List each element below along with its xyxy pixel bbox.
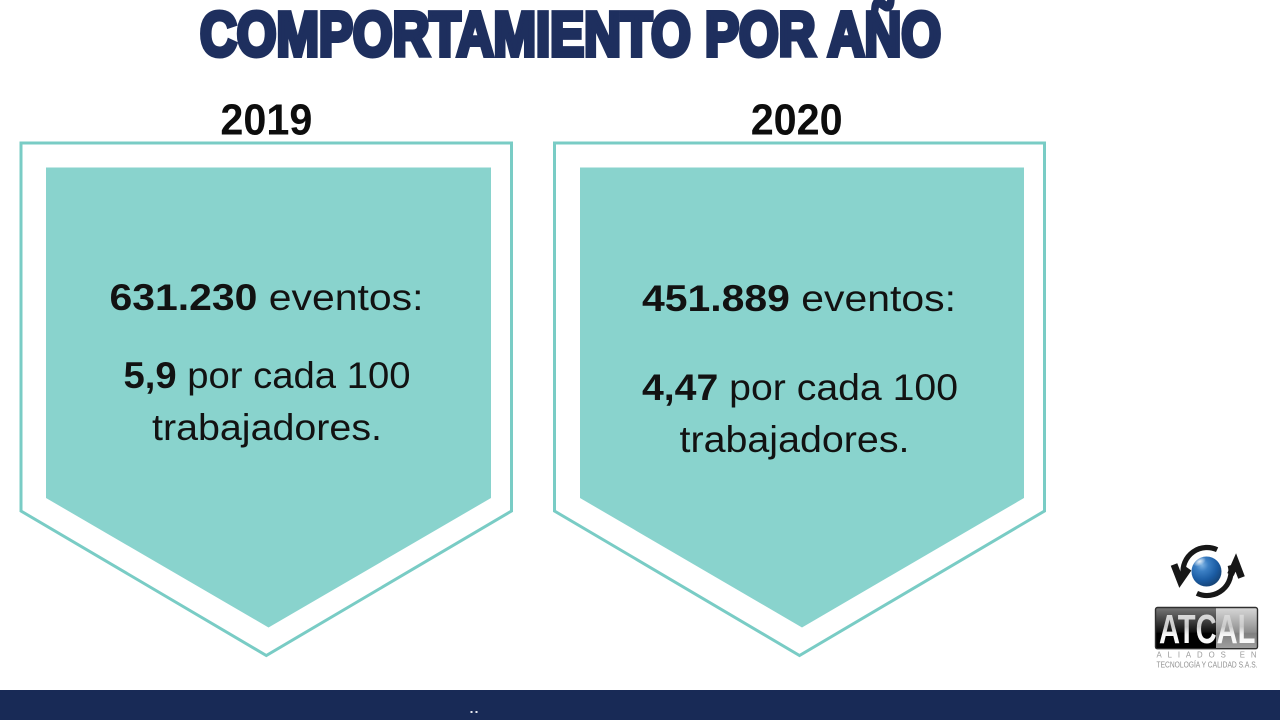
svg-text:TECNOLOGÍA Y CALIDAD S.A.S.: TECNOLOGÍA Y CALIDAD S.A.S.: [1157, 661, 1258, 670]
svg-text:2019: 2019: [220, 96, 312, 145]
svg-text:trabajadores.: trabajadores.: [680, 418, 910, 460]
svg-text:451.889 eventos:: 451.889 eventos:: [642, 277, 956, 319]
svg-text:5,9 por cada 100: 5,9 por cada 100: [124, 354, 411, 396]
svg-text:631.230 eventos:: 631.230 eventos:: [110, 276, 424, 318]
svg-text:COMPORTAMIENTO POR AÑO: COMPORTAMIENTO POR AÑO: [200, 1, 941, 70]
svg-text:2020: 2020: [751, 96, 843, 145]
svg-text:trabajadores.: trabajadores.: [152, 406, 382, 448]
svg-text:ATCAL: ATCAL: [1159, 606, 1256, 652]
svg-text:4,47 por cada 100: 4,47 por cada 100: [642, 366, 958, 408]
